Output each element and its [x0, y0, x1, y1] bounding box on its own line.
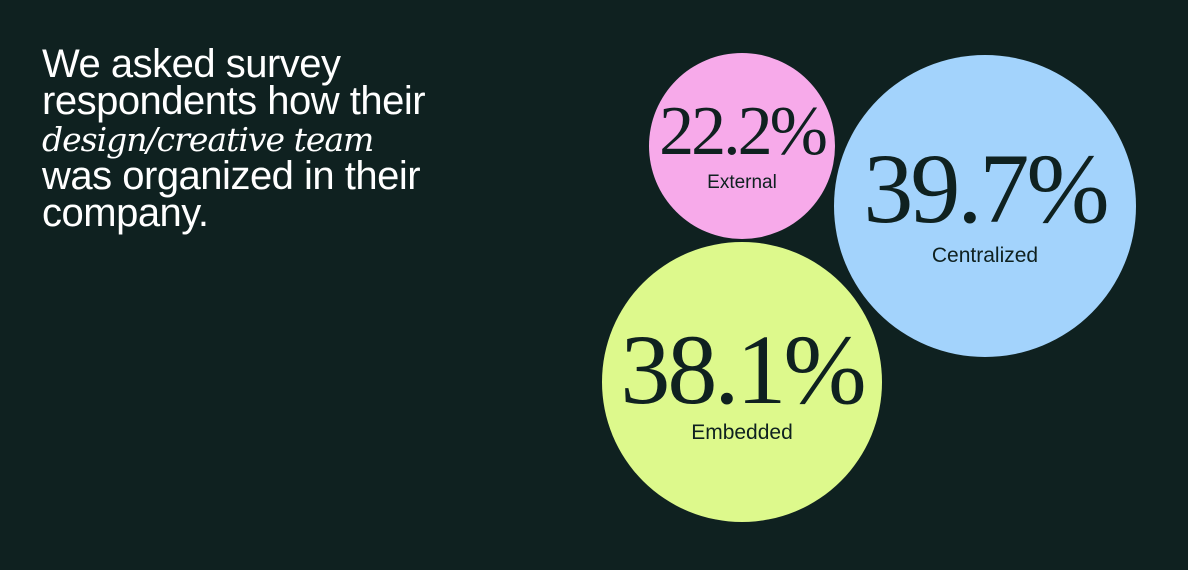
bubble-value-embedded: 38.1% [620, 314, 863, 425]
bubble-value-external: 22.2% [659, 93, 826, 170]
bubble-circle-external [649, 53, 835, 239]
headline-emphasis: design/creative team [42, 120, 374, 159]
bubble-centralized: 39.7%Centralized [834, 55, 1136, 357]
bubble-circle-centralized [834, 55, 1136, 357]
headline-text-end: was organized in their company. [42, 154, 421, 235]
bubble-external: 22.2%External [649, 53, 835, 239]
headline-text-start: We asked survey respondents how their [42, 42, 426, 123]
bubble-label-external: External [707, 172, 777, 193]
bubble-label-embedded: Embedded [691, 421, 793, 444]
bubble-circle-embedded [602, 242, 882, 522]
bubble-label-centralized: Centralized [932, 244, 1038, 267]
bubble-embedded: 38.1%Embedded [602, 242, 882, 522]
bubble-value-centralized: 39.7% [863, 133, 1106, 244]
headline: We asked survey respondents how their de… [42, 44, 442, 235]
